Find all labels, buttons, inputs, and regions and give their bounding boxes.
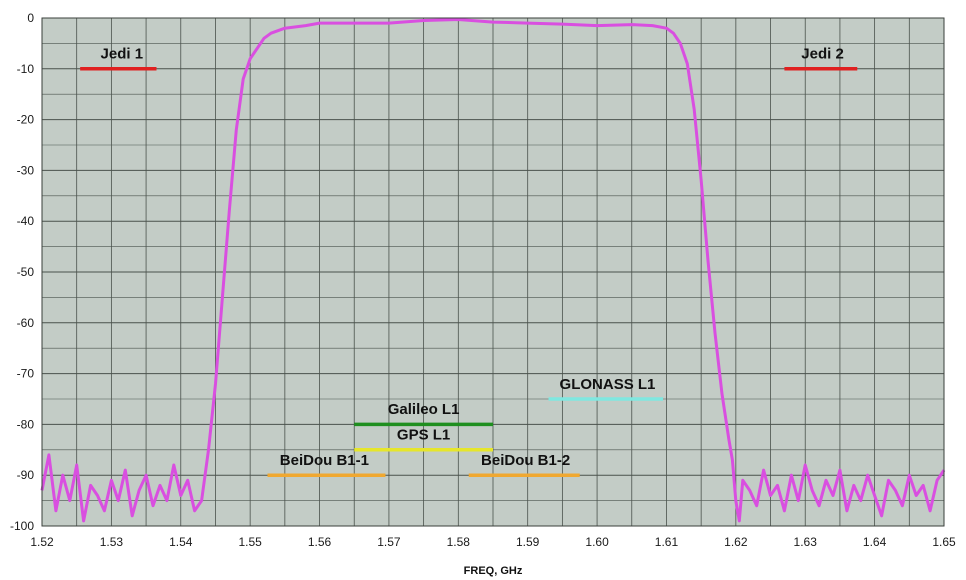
y-tick-label: -20 (17, 113, 35, 127)
x-tick-label: 1.62 (724, 535, 748, 549)
x-tick-label: 1.56 (308, 535, 332, 549)
y-tick-label: -60 (17, 316, 35, 330)
x-tick-label: 1.57 (377, 535, 401, 549)
x-tick-labels: 1.52 1.53 1.54 1.55 1.56 1.57 1.58 1.59 1.60 1.61… (30, 535, 956, 549)
band-markers: Jedi 1 Jedi 2 GLONASS L1 Galileo L1 GPS L1 Be… (80, 46, 858, 477)
band-label: BeiDou B1-1 (280, 452, 369, 469)
x-tick-label: 1.52 (30, 535, 54, 549)
y-tick-labels: 0 -10 -20 -30 -40 -50 -60 -70 -80 -90 -100 (10, 11, 34, 533)
y-tick-label: -100 (10, 519, 34, 533)
y-tick-label: 0 (27, 11, 34, 25)
y-tick-label: -40 (17, 214, 35, 228)
band-label: GLONASS L1 (560, 376, 656, 393)
x-tick-label: 1.65 (932, 535, 956, 549)
y-tick-label: -30 (17, 163, 35, 177)
y-tick-label: -50 (17, 265, 35, 279)
x-tick-label: 1.58 (447, 535, 471, 549)
x-tick-label: 1.63 (794, 535, 818, 549)
y-tick-label: -90 (17, 468, 35, 482)
x-tick-label: 1.53 (100, 535, 124, 549)
y-tick-label: -80 (17, 417, 35, 431)
y-tick-label: -70 (17, 367, 35, 381)
x-tick-label: 1.60 (585, 535, 609, 549)
x-tick-label: 1.64 (863, 535, 887, 549)
band-label: BeiDou B1-2 (481, 452, 570, 469)
x-tick-label: 1.55 (238, 535, 262, 549)
x-tick-label: 1.54 (169, 535, 193, 549)
band-label: Galileo L1 (388, 401, 460, 418)
x-tick-label: 1.59 (516, 535, 540, 549)
band-label: Jedi 1 (101, 46, 144, 63)
plot-border (41, 17, 945, 527)
band-label: GPS L1 (397, 427, 450, 444)
y-tick-label: -10 (17, 62, 35, 76)
series-line (40, 18, 946, 523)
band-label: Jedi 2 (801, 46, 844, 63)
x-axis-title: FREQ, GHz (464, 565, 523, 577)
x-tick-label: 1.61 (655, 535, 679, 549)
